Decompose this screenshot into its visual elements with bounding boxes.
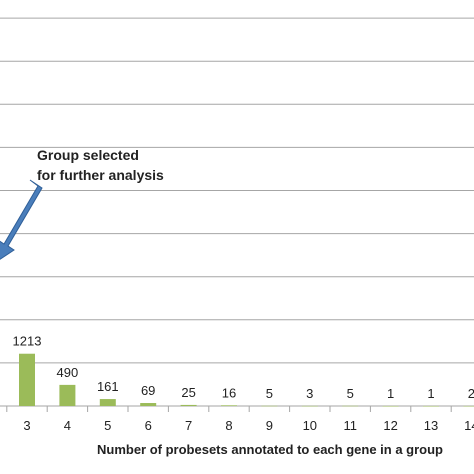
x-axis-title: Number of probesets annotated to each ge…: [97, 442, 443, 457]
data-label-5: 161: [97, 379, 119, 394]
bar-11: [342, 405, 359, 407]
data-label-12: 1: [387, 386, 394, 401]
bar-9: [261, 405, 278, 407]
data-label-13: 1: [427, 386, 434, 401]
x-tick-label-7: 7: [185, 418, 192, 433]
x-tick-label-12: 12: [383, 418, 397, 433]
data-label-6: 69: [141, 383, 155, 398]
bar-3: [19, 353, 35, 406]
data-label-4: 490: [57, 365, 79, 380]
x-tick-label-14: 14: [464, 418, 474, 433]
bar-8: [221, 405, 237, 406]
annotation-arrow: [0, 179, 43, 260]
data-label-14: 2: [468, 386, 474, 401]
x-tick-label-3: 3: [23, 418, 30, 433]
data-label-10: 3: [306, 386, 313, 401]
bar-4: [59, 384, 76, 406]
bar-14: [463, 405, 474, 407]
x-tick-label-4: 4: [64, 418, 71, 433]
bar-13: [423, 405, 439, 407]
x-tick-label-5: 5: [104, 418, 111, 433]
gridlines: [0, 17, 474, 407]
bars: [19, 353, 474, 407]
bar-5: [99, 399, 116, 406]
x-tick-label-9: 9: [266, 418, 273, 433]
data-label-7: 25: [181, 385, 195, 400]
annotation: Group selected for further analysis: [0, 147, 164, 260]
bar-7: [180, 404, 197, 406]
bar-6: [140, 403, 157, 406]
annotation-line-2: for further analysis: [37, 167, 164, 183]
bar-12: [382, 405, 399, 407]
x-tick-label-13: 13: [424, 418, 438, 433]
bar-10: [301, 405, 318, 407]
x-tick-label-8: 8: [225, 418, 232, 433]
annotation-line-1: Group selected: [37, 147, 139, 163]
data-label-11: 5: [347, 386, 354, 401]
data-label-9: 5: [266, 386, 273, 401]
data-labels: 1213 490 161 69 25 16 5 3 5 1 1 2: [13, 334, 474, 401]
x-tick-label-10: 10: [303, 418, 317, 433]
x-tick-label-6: 6: [145, 418, 152, 433]
data-label-8: 16: [222, 385, 236, 400]
data-label-3: 1213: [13, 334, 42, 349]
x-tick-labels: 3 4 5 6 7 8 9 10 11 12 13 14: [6, 406, 474, 433]
x-tick-label-11: 11: [343, 418, 357, 433]
